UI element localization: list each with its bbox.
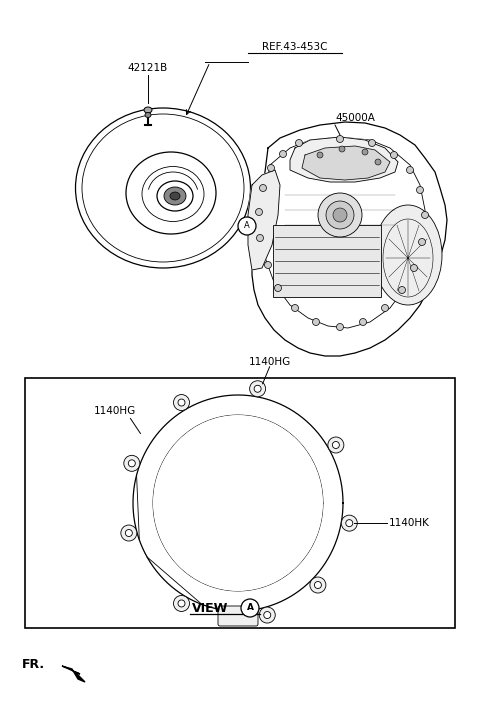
Circle shape	[333, 208, 347, 222]
Circle shape	[267, 165, 275, 172]
Circle shape	[407, 167, 413, 174]
Circle shape	[417, 186, 423, 193]
Circle shape	[336, 323, 344, 330]
Ellipse shape	[164, 187, 186, 205]
Text: 45000A: 45000A	[335, 113, 375, 123]
Ellipse shape	[144, 107, 152, 113]
Circle shape	[421, 212, 429, 219]
FancyBboxPatch shape	[218, 606, 258, 626]
Polygon shape	[302, 146, 390, 180]
Circle shape	[369, 139, 375, 146]
Text: REF.43-453C: REF.43-453C	[262, 42, 328, 52]
Circle shape	[264, 612, 271, 619]
Bar	[273, 225, 381, 297]
Circle shape	[410, 264, 418, 271]
Circle shape	[124, 456, 140, 471]
Circle shape	[312, 318, 320, 325]
Circle shape	[128, 460, 135, 467]
Circle shape	[178, 399, 185, 406]
Circle shape	[173, 394, 190, 411]
Circle shape	[382, 304, 388, 311]
Circle shape	[173, 595, 190, 612]
Polygon shape	[248, 170, 280, 270]
Circle shape	[310, 577, 326, 593]
Circle shape	[362, 149, 368, 155]
Circle shape	[391, 152, 397, 158]
Ellipse shape	[170, 192, 180, 200]
Ellipse shape	[145, 112, 151, 117]
Text: 1140HG: 1140HG	[94, 406, 137, 416]
Circle shape	[326, 201, 354, 229]
Circle shape	[241, 599, 259, 617]
Circle shape	[250, 381, 265, 396]
Circle shape	[419, 238, 425, 245]
Circle shape	[296, 139, 302, 146]
Circle shape	[259, 607, 275, 623]
Circle shape	[260, 184, 266, 191]
Bar	[25, 378, 455, 628]
Circle shape	[375, 159, 381, 165]
Circle shape	[339, 146, 345, 152]
Polygon shape	[290, 137, 398, 182]
Circle shape	[318, 193, 362, 237]
Circle shape	[279, 150, 287, 157]
Ellipse shape	[374, 205, 442, 305]
Circle shape	[398, 287, 406, 293]
Text: 42121B: 42121B	[128, 63, 168, 73]
Polygon shape	[62, 666, 85, 682]
Circle shape	[125, 529, 132, 536]
Circle shape	[275, 285, 281, 292]
Circle shape	[317, 152, 323, 158]
Circle shape	[256, 235, 264, 242]
Text: 1140HK: 1140HK	[389, 518, 430, 528]
Circle shape	[254, 385, 261, 392]
Circle shape	[291, 304, 299, 311]
Circle shape	[341, 515, 357, 531]
Circle shape	[346, 520, 353, 527]
Text: A: A	[247, 603, 253, 612]
Polygon shape	[252, 122, 447, 356]
Circle shape	[314, 581, 322, 588]
Text: 1140HG: 1140HG	[249, 356, 291, 367]
Text: FR.: FR.	[22, 657, 45, 671]
Circle shape	[336, 136, 344, 143]
Text: A: A	[244, 221, 250, 231]
Ellipse shape	[153, 415, 323, 591]
Circle shape	[255, 209, 263, 216]
Circle shape	[328, 437, 344, 453]
Circle shape	[238, 217, 256, 235]
Text: VIEW: VIEW	[192, 602, 228, 614]
Circle shape	[332, 441, 339, 449]
Circle shape	[121, 525, 137, 541]
Circle shape	[178, 600, 185, 607]
Circle shape	[360, 318, 367, 325]
Circle shape	[264, 262, 272, 269]
